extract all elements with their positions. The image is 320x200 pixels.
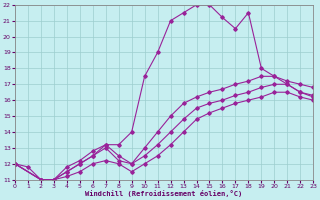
X-axis label: Windchill (Refroidissement éolien,°C): Windchill (Refroidissement éolien,°C) <box>85 190 243 197</box>
